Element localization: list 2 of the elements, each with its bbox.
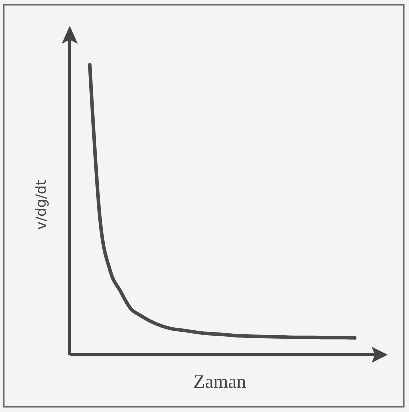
- y-axis-title: v/dg/dt: [34, 180, 50, 230]
- x-axis-title: Zaman: [194, 372, 247, 393]
